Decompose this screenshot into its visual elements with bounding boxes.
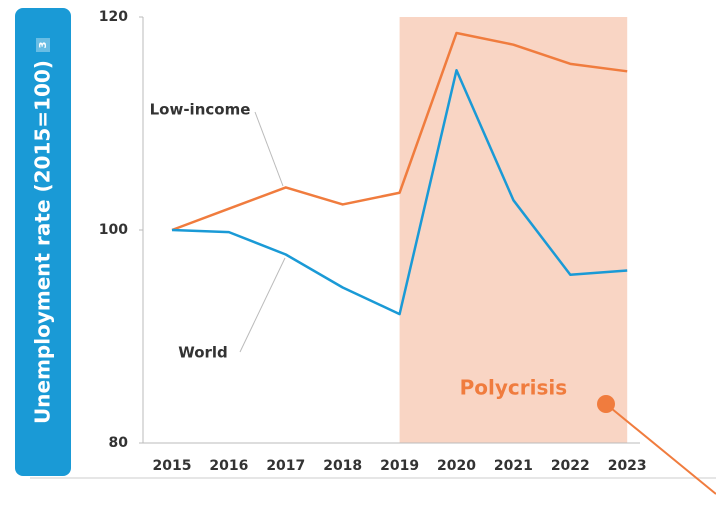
pointer-dot [597,395,615,413]
series-line [171,31,628,232]
y-label-box [15,8,71,476]
x-tick-label: 2016 [209,458,248,474]
y-tick-label: 80 [109,435,129,451]
y-tick-label: 100 [99,222,128,238]
shaded-label: Polycrisis [460,376,568,400]
x-tick-label: 2019 [380,458,419,474]
note-box [36,38,50,52]
pointer-line [605,403,716,495]
series-label: Low-income [150,101,251,119]
y-axis-label: Unemployment rate (2015=100) [31,60,55,424]
leader-line [254,111,284,187]
x-tick-label: 2020 [437,458,476,474]
series-line [171,69,628,316]
x-tick-label: 2015 [153,458,192,474]
leader-line [239,257,286,353]
x-tick-label: 2021 [494,458,533,474]
x-tick-label: 2022 [551,458,590,474]
y-label-note: 3 [38,41,49,48]
x-tick-label: 2023 [608,458,647,474]
series-label: World [178,344,228,362]
x-tick-label: 2017 [266,458,305,474]
x-tick-label: 2018 [323,458,362,474]
y-tick-label: 120 [99,9,128,25]
